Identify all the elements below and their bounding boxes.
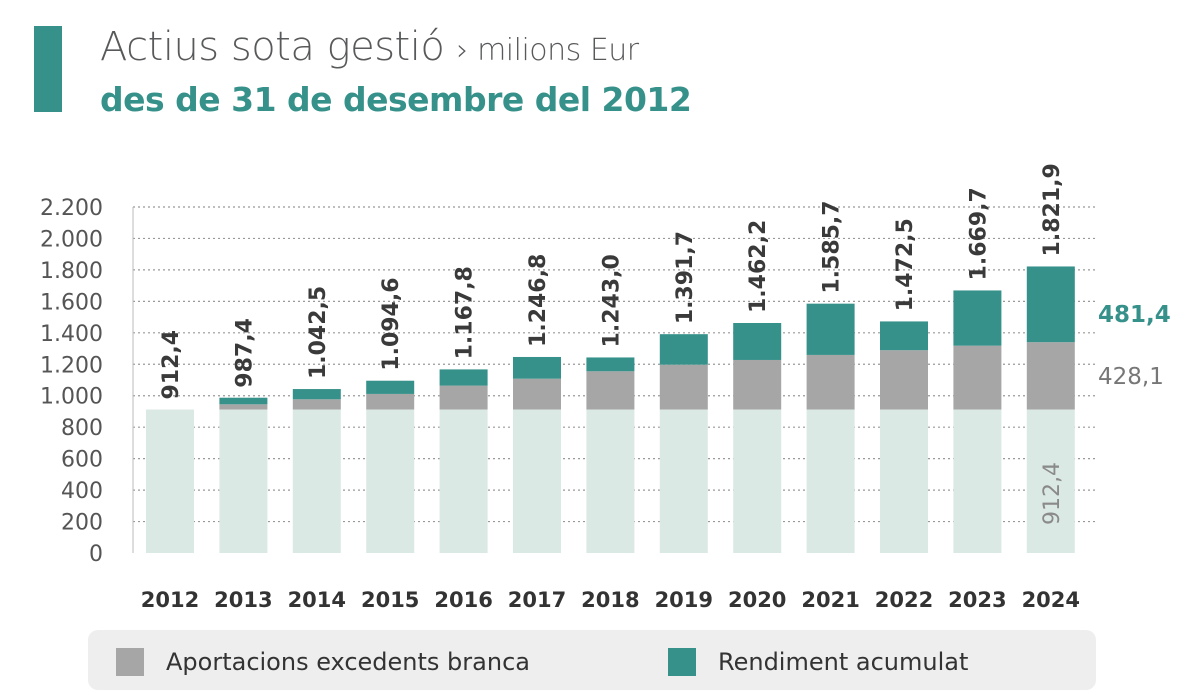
y-tick-label: 800: [61, 416, 103, 441]
bar-segment-contributions: [1026, 342, 1075, 410]
y-tick-label: 1.400: [40, 322, 103, 347]
total-label: 1.669,7: [966, 187, 991, 280]
bar-segment-returns: [292, 389, 341, 400]
total-label: 1.167,8: [453, 266, 478, 359]
bar-segment-contributions: [880, 350, 928, 410]
bar-segment-returns: [219, 397, 268, 405]
bar-segment-base: [1026, 409, 1075, 553]
y-tick-label: 2.000: [40, 227, 103, 252]
total-label: 987,4: [232, 318, 257, 388]
title-unit: › milions Eur: [456, 33, 640, 68]
bar-segment-base: [439, 409, 488, 553]
bar-segment-returns: [586, 357, 635, 372]
x-tick-label: 2017: [508, 588, 566, 612]
x-tick-label: 2012: [141, 588, 199, 612]
x-tick-label: 2023: [948, 588, 1006, 612]
y-tick-label: 200: [61, 511, 103, 536]
total-label: 1.821,9: [1040, 163, 1065, 256]
returns-value-label: 481,4: [1098, 302, 1171, 328]
bar-segment-contributions: [513, 378, 561, 410]
bar-segment-base: [880, 409, 928, 553]
x-tick-label: 2024: [1022, 588, 1080, 612]
bar-segment-contributions: [953, 345, 1002, 410]
y-tick-label: 1.200: [40, 353, 103, 378]
bar-segment-contributions: [733, 359, 782, 410]
x-tick-label: 2021: [801, 588, 859, 612]
bar-segment-contributions: [439, 385, 488, 410]
y-tick-label: 0: [89, 542, 103, 567]
bar-segment-base: [219, 409, 268, 553]
x-tick-label: 2022: [875, 588, 933, 612]
y-tick-label: 2.200: [40, 196, 103, 221]
legend-swatch-teal: [668, 648, 696, 676]
total-label: 1.585,7: [820, 200, 845, 293]
bar-segment-returns: [953, 290, 1002, 346]
title-accent-bar: [34, 26, 62, 112]
bar-segment-base: [366, 409, 415, 553]
x-tick-label: 2013: [214, 588, 272, 612]
title-text: Actius sota gestió: [100, 24, 445, 70]
bar-segment-base: [659, 409, 708, 553]
bar-segment-base: [733, 409, 782, 553]
chart-subtitle: des de 31 de desembre del 2012: [100, 80, 692, 119]
bar-segment-returns: [1026, 266, 1075, 343]
total-label: 1.462,2: [746, 220, 771, 313]
bar-segment-contributions: [292, 399, 341, 410]
x-tick-label: 2014: [288, 588, 346, 612]
legend-item-contributions: Aportacions excedents branca: [116, 648, 530, 676]
bar-segment-base: [292, 409, 341, 553]
bar-segment-base: [806, 409, 855, 553]
bar-segment-base: [146, 409, 194, 553]
x-tick-label: 2018: [581, 588, 639, 612]
x-tick-label: 2015: [361, 588, 419, 612]
legend-label: Rendiment acumulat: [718, 648, 969, 676]
bar-segment-returns: [806, 303, 855, 355]
y-tick-label: 400: [61, 479, 103, 504]
total-label: 1.243,0: [599, 254, 624, 347]
bar-segment-returns: [733, 323, 782, 360]
total-label: 1.042,5: [306, 286, 331, 379]
y-tick-label: 1.800: [40, 259, 103, 284]
x-tick-label: 2020: [728, 588, 786, 612]
bar-segment-returns: [880, 321, 928, 351]
bar-segment-contributions: [806, 354, 855, 410]
legend-swatch-gray: [116, 648, 144, 676]
total-label: 1.391,7: [673, 231, 698, 324]
bar-segment-returns: [366, 380, 415, 394]
x-tick-label: 2019: [655, 588, 713, 612]
base-value-label: 912,4: [1040, 462, 1065, 525]
bar-segment-contributions: [659, 364, 708, 410]
y-tick-label: 1.000: [40, 385, 103, 410]
total-label: 1.246,8: [526, 254, 551, 347]
y-tick-label: 600: [61, 448, 103, 473]
total-label: 1.094,6: [379, 277, 404, 370]
contributions-value-label: 428,1: [1098, 364, 1164, 390]
bar-segment-base: [586, 409, 635, 553]
bar-segment-returns: [439, 369, 488, 386]
total-label: 1.472,5: [893, 218, 918, 311]
x-tick-label: 2016: [434, 588, 492, 612]
y-tick-label: 1.600: [40, 290, 103, 315]
bar-segment-returns: [659, 334, 708, 365]
chart-title: Actius sota gestió › milions Eur: [100, 24, 639, 70]
bar-segment-contributions: [586, 371, 635, 410]
legend: Aportacions excedents branca Rendiment a…: [88, 630, 1096, 690]
legend-label: Aportacions excedents branca: [166, 648, 530, 676]
bar-segment-base: [513, 409, 561, 553]
legend-item-returns: Rendiment acumulat: [668, 648, 968, 676]
stacked-bar-chart: 0 200 400 600 800 1.000 1.200 1.400 1.600 1.800 2.…: [40, 163, 1171, 612]
bar-segment-contributions: [366, 393, 415, 410]
total-label: 912,4: [159, 330, 184, 400]
bar-segment-returns: [513, 356, 561, 379]
bar-segment-contributions: [219, 404, 268, 410]
bar-segment-base: [953, 409, 1002, 553]
